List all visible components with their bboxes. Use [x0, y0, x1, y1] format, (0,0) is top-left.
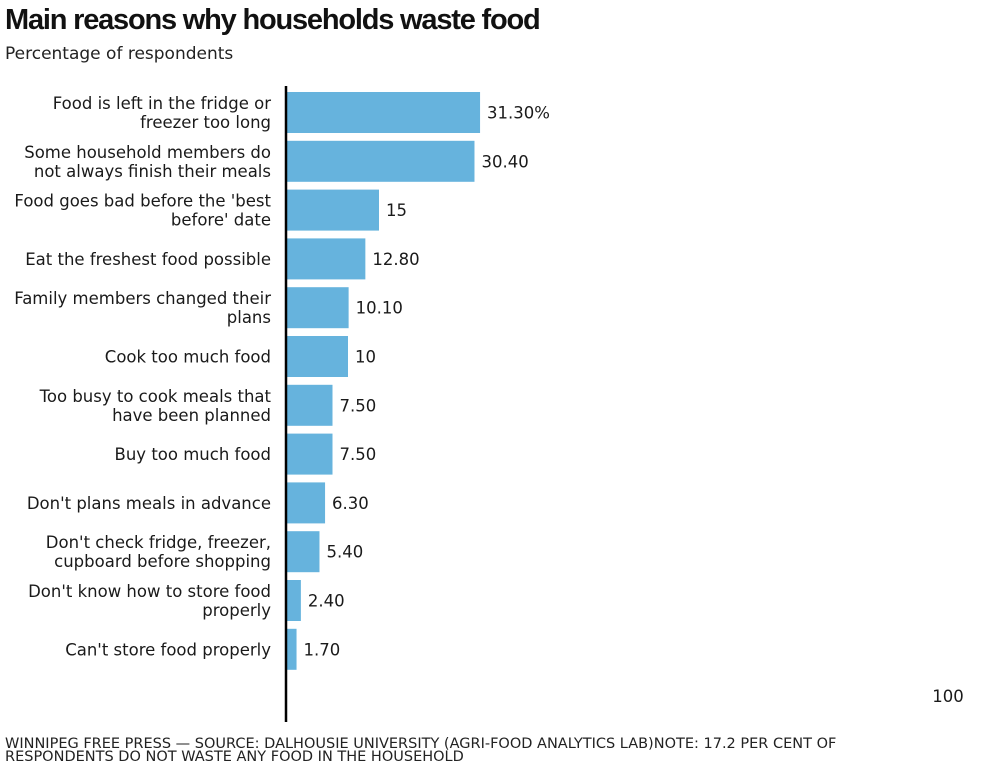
category-label: Can't store food properly	[65, 640, 271, 659]
category-label: Family members changed their	[14, 289, 271, 308]
category-label: not always finish their meals	[34, 162, 271, 181]
bar-3	[286, 189, 379, 231]
bar-value-label: 12.80	[372, 250, 419, 269]
category-label: properly	[202, 601, 271, 620]
x-axis-max-label: 100	[932, 687, 964, 706]
category-label: before' date	[171, 211, 271, 230]
category-label: Don't check fridge, freezer,	[46, 533, 271, 552]
source-footer: WINNIPEG FREE PRESS — SOURCE: DALHOUSIE …	[5, 736, 837, 765]
chart-title: Main reasons why households waste food	[5, 4, 541, 36]
category-label: cupboard before shopping	[54, 552, 271, 571]
bar-value-label: 1.70	[304, 640, 341, 659]
bar-5	[286, 287, 349, 329]
bar-10	[286, 531, 320, 573]
bar-value-label: 7.50	[340, 396, 377, 415]
bar-value-label: 7.50	[340, 445, 377, 464]
bar-value-label: 30.40	[481, 152, 528, 171]
category-label: have been planned	[112, 406, 271, 425]
category-label: freezer too long	[140, 113, 271, 132]
category-label: Some household members do	[24, 143, 271, 162]
bar-4	[286, 238, 366, 280]
category-label: Too busy to cook meals that	[39, 387, 272, 406]
chart-subtitle: Percentage of respondents	[5, 44, 234, 64]
category-label: Don't plans meals in advance	[27, 494, 271, 513]
category-label: Cook too much food	[105, 348, 271, 367]
category-label: Don't know how to store food	[28, 582, 271, 601]
bar-9	[286, 482, 326, 524]
bar-11	[286, 580, 301, 621]
bar-1	[286, 92, 481, 133]
category-label: Food is left in the fridge or	[53, 94, 271, 113]
category-label: Food goes bad before the 'best	[14, 192, 271, 211]
bar-value-label: 31.30%	[487, 104, 550, 123]
category-label: plans	[227, 308, 271, 327]
bar-2	[286, 140, 475, 182]
bar-value-label: 10.10	[356, 299, 403, 318]
bar-7	[286, 384, 333, 426]
bar-value-label: 15	[386, 201, 407, 220]
bar-6	[286, 336, 348, 377]
bar-value-label: 10	[355, 348, 376, 367]
bar-8	[286, 433, 333, 475]
category-label: Eat the freshest food possible	[25, 250, 271, 269]
category-label: Buy too much food	[115, 445, 271, 464]
bar-value-label: 5.40	[326, 543, 363, 562]
bar-12	[286, 628, 297, 670]
bar-value-label: 6.30	[332, 494, 369, 513]
bar-value-label: 2.40	[308, 592, 345, 611]
